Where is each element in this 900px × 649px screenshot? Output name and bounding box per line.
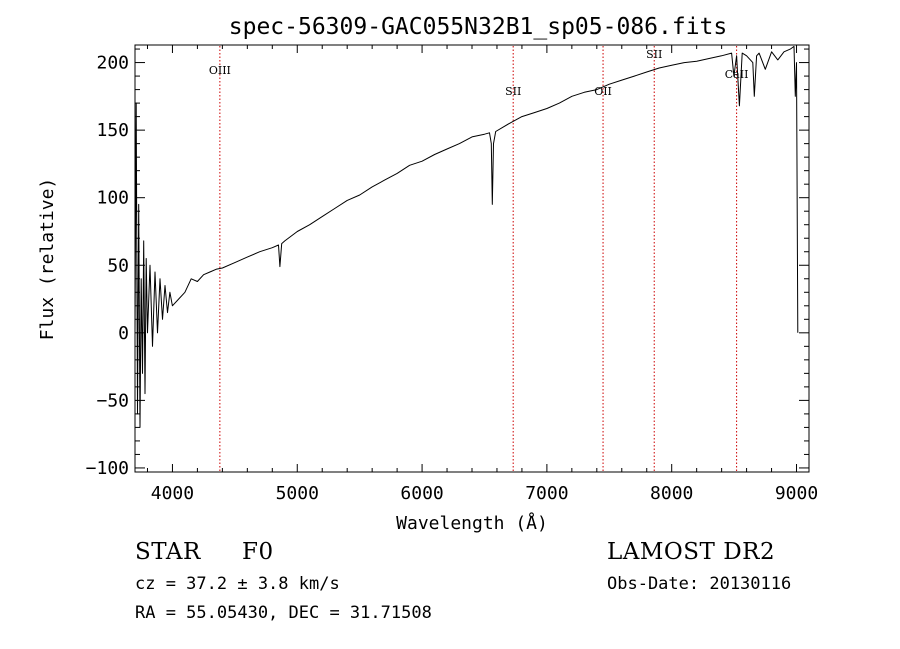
annotation-lines <box>219 46 738 471</box>
y-tick-label: −50 <box>96 390 129 411</box>
object-subclass: F0 <box>242 539 274 565</box>
annotation-label: OII <box>594 85 612 98</box>
plot-frame <box>134 44 810 473</box>
annotation-labels: OIII SII OII SII CaII <box>209 48 749 98</box>
y-tick-label: 0 <box>118 323 129 344</box>
object-class: STAR <box>135 539 201 565</box>
y-axis-label: Flux (relative) <box>37 178 58 341</box>
x-tick-label: 9000 <box>775 483 818 504</box>
x-axis-ticks: 4000 5000 6000 7000 8000 9000 <box>146 45 818 504</box>
x-tick-label: 5000 <box>276 483 319 504</box>
y-tick-label: 50 <box>107 255 129 276</box>
observation-date: Obs-Date: 20130116 <box>607 574 792 594</box>
y-tick-label: 150 <box>96 120 129 141</box>
annotation-label: SII <box>646 48 662 61</box>
x-tick-label: 4000 <box>151 483 194 504</box>
annotation-label: CaII <box>725 68 749 81</box>
annotation-label: OIII <box>209 64 231 77</box>
x-tick-label: 8000 <box>650 483 693 504</box>
redshift-cz: cz = 37.2 ± 3.8 km/s <box>135 574 340 594</box>
survey-name: LAMOST DR2 <box>607 539 776 565</box>
x-tick-label: 6000 <box>400 483 443 504</box>
y-axis-ticks: −100 −50 0 50 100 150 200 <box>86 48 809 479</box>
chart-title: spec-56309-GAC055N32B1_sp05-086.fits <box>229 14 728 40</box>
x-axis-label: Wavelength (Å) <box>396 512 548 534</box>
annotation-label: SII <box>505 85 521 98</box>
y-tick-label: −100 <box>86 458 129 479</box>
spectrum-line <box>134 45 799 428</box>
y-tick-label: 200 <box>96 53 129 74</box>
y-tick-label: 100 <box>96 188 129 209</box>
x-tick-label: 7000 <box>525 483 568 504</box>
ra-dec-coordinates: RA = 55.05430, DEC = 31.71508 <box>135 603 432 623</box>
